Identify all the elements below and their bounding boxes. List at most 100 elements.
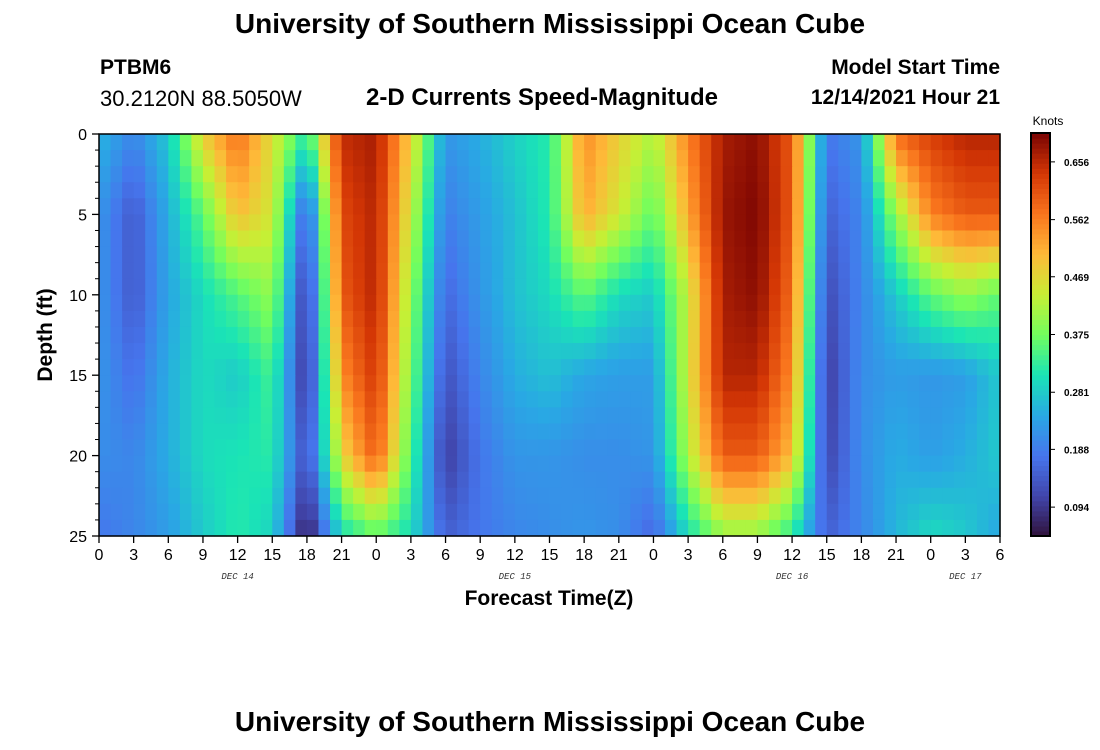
heatmap-cell [480, 423, 493, 441]
heatmap-cell [872, 487, 886, 505]
heatmap-cell [688, 326, 701, 344]
heatmap-cell [526, 455, 539, 473]
heatmap-cell [826, 294, 839, 312]
x-tick-label: 6 [441, 547, 450, 564]
heatmap-cell [99, 182, 112, 199]
heatmap-cell [353, 214, 366, 232]
heatmap-cell [930, 134, 943, 151]
heatmap-cell [387, 471, 400, 489]
heatmap-cell [745, 471, 759, 489]
heatmap-cell [792, 134, 805, 151]
heatmap-cell [168, 310, 181, 328]
heatmap-cell [676, 230, 689, 248]
heatmap-cell [595, 455, 608, 473]
heatmap-cell [283, 262, 296, 280]
heatmap-cell [942, 214, 955, 232]
heatmap-cell [387, 326, 400, 344]
heatmap-cell [676, 262, 689, 280]
heatmap-cell [364, 278, 377, 296]
heatmap-cell [156, 310, 169, 328]
heatmap-cell [780, 439, 793, 457]
heatmap-cell [722, 519, 735, 537]
heatmap-cell [584, 519, 597, 537]
heatmap-cell [953, 150, 966, 167]
heatmap-cell [214, 150, 227, 167]
heatmap-cell [896, 359, 909, 376]
heatmap-cell [780, 326, 793, 344]
x-tick-label: 0 [649, 547, 658, 564]
heatmap-cell [896, 326, 909, 344]
heatmap-cell [815, 326, 828, 344]
heatmap-cell [861, 182, 874, 199]
heatmap-cell [179, 407, 193, 425]
heatmap-cell [237, 150, 250, 167]
heatmap-cell [433, 439, 447, 457]
heatmap-cell [237, 166, 250, 183]
heatmap-cell [526, 326, 539, 344]
x-tick-label: 15 [263, 547, 281, 564]
heatmap-cell [884, 326, 897, 344]
heatmap-cell [976, 326, 990, 344]
heatmap-cell [907, 407, 920, 425]
heatmap-cell [780, 359, 793, 376]
heatmap-cell [133, 439, 146, 457]
heatmap-cell [734, 326, 747, 344]
heatmap-cell [930, 150, 943, 167]
heatmap-cell [607, 150, 620, 167]
heatmap-cell [214, 134, 227, 151]
heatmap-cell [584, 182, 597, 199]
x-tick-label: 21 [610, 547, 628, 564]
heatmap-cell [711, 182, 724, 199]
heatmap-cell [156, 166, 169, 183]
heatmap-cell [965, 391, 978, 408]
heatmap-cell [191, 343, 204, 360]
heatmap-cell [283, 519, 296, 537]
heatmap-cell [457, 439, 470, 457]
heatmap-cell [930, 198, 943, 215]
footer-title: University of Southern Mississippi Ocean… [234, 706, 866, 737]
heatmap-cell [133, 343, 146, 360]
heatmap-cell [226, 471, 239, 489]
heatmap-cell [699, 246, 712, 264]
heatmap-cell [295, 326, 308, 344]
heatmap-cell [676, 519, 689, 537]
heatmap-cell [364, 359, 377, 376]
heatmap-cell [272, 503, 285, 521]
heatmap-cell [907, 246, 920, 264]
heatmap-cell [283, 166, 296, 183]
heatmap-cell [630, 455, 643, 473]
heatmap-cell [145, 262, 158, 280]
heatmap-cell [526, 294, 539, 312]
heatmap-cell [480, 326, 493, 344]
heatmap-cell [942, 166, 955, 183]
heatmap-cell [318, 455, 331, 473]
heatmap-cell [988, 391, 1001, 408]
heatmap-cell [295, 407, 308, 425]
colorbar-segment [1031, 248, 1050, 255]
heatmap-cell [156, 359, 169, 376]
heatmap-cell [249, 198, 262, 215]
heatmap-cell [341, 182, 354, 199]
heatmap-cell [584, 391, 597, 408]
heatmap-cell [803, 407, 816, 425]
heatmap-cell [896, 503, 909, 521]
heatmap-cell [884, 310, 897, 328]
heatmap-cell [780, 310, 793, 328]
heatmap-cell [341, 407, 354, 425]
heatmap-cell [561, 391, 574, 408]
heatmap-cell [168, 375, 181, 392]
colorbar-segment [1031, 490, 1050, 497]
heatmap-cell [468, 230, 481, 248]
heatmap-cell [272, 230, 285, 248]
heatmap-cell [272, 326, 285, 344]
heatmap-cell [572, 246, 585, 264]
heatmap-cell [387, 198, 400, 215]
heatmap-cell [699, 375, 712, 392]
heatmap-cell [145, 375, 158, 392]
heatmap-cell [237, 343, 250, 360]
heatmap-cell [722, 343, 735, 360]
heatmap-cell [156, 198, 169, 215]
heatmap-cell [734, 310, 747, 328]
heatmap-cell [491, 391, 504, 408]
heatmap-cell [468, 423, 481, 441]
